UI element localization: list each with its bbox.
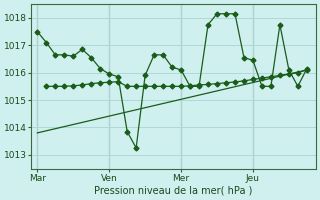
X-axis label: Pression niveau de la mer( hPa ): Pression niveau de la mer( hPa ) [94, 186, 253, 196]
